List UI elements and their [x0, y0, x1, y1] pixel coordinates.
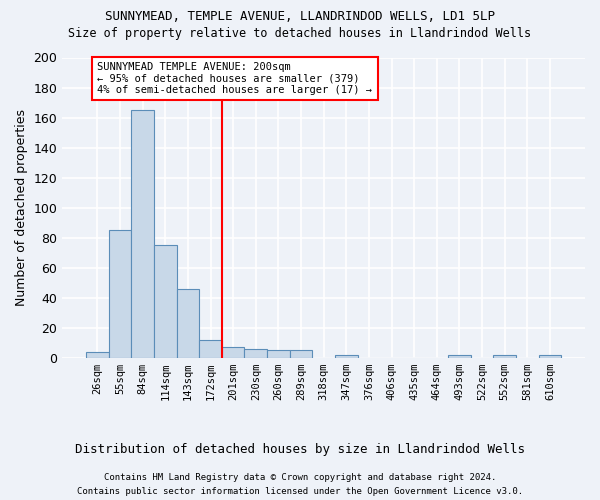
- Bar: [539, 354, 561, 358]
- Bar: [109, 230, 131, 358]
- Text: Contains HM Land Registry data © Crown copyright and database right 2024.: Contains HM Land Registry data © Crown c…: [104, 472, 496, 482]
- Bar: [86, 352, 109, 358]
- Bar: [244, 348, 267, 358]
- Y-axis label: Number of detached properties: Number of detached properties: [15, 109, 28, 306]
- Bar: [199, 340, 222, 357]
- Text: Size of property relative to detached houses in Llandrindod Wells: Size of property relative to detached ho…: [68, 28, 532, 40]
- Bar: [493, 354, 516, 358]
- Text: SUNNYMEAD TEMPLE AVENUE: 200sqm
← 95% of detached houses are smaller (379)
4% of: SUNNYMEAD TEMPLE AVENUE: 200sqm ← 95% of…: [97, 62, 373, 95]
- Bar: [131, 110, 154, 358]
- Bar: [267, 350, 290, 358]
- Bar: [290, 350, 313, 358]
- Text: Contains public sector information licensed under the Open Government Licence v3: Contains public sector information licen…: [77, 488, 523, 496]
- Bar: [154, 245, 176, 358]
- Bar: [448, 354, 471, 358]
- Bar: [335, 354, 358, 358]
- Text: SUNNYMEAD, TEMPLE AVENUE, LLANDRINDOD WELLS, LD1 5LP: SUNNYMEAD, TEMPLE AVENUE, LLANDRINDOD WE…: [105, 10, 495, 23]
- Bar: [176, 288, 199, 358]
- Text: Distribution of detached houses by size in Llandrindod Wells: Distribution of detached houses by size …: [75, 442, 525, 456]
- Bar: [222, 347, 244, 358]
